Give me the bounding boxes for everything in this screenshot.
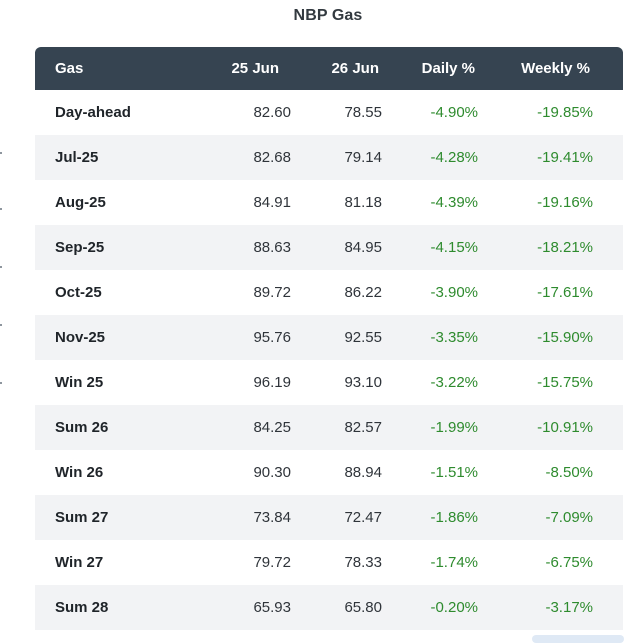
cell-26-jun: 84.95: [344, 239, 382, 256]
table-row: Win 26 90.30 88.94 -1.51% -8.50%: [35, 450, 623, 495]
cell-26-jun: 79.14: [344, 149, 382, 166]
cell-26-jun: 92.55: [344, 329, 382, 346]
cell-25-jun: 90.30: [253, 464, 291, 481]
cell-gas-name: Day-ahead: [55, 104, 131, 121]
table-row: Sum 28 65.93 65.80 -0.20% -3.17%: [35, 585, 623, 630]
cell-daily-pct: -4.39%: [430, 194, 478, 211]
cell-daily-pct: -1.74%: [430, 554, 478, 571]
cell-gas-name: Nov-25: [55, 329, 106, 346]
cell-25-jun: 89.72: [253, 284, 291, 301]
cell-25-jun: 96.19: [253, 374, 291, 391]
cell-gas-name: Oct-25: [55, 284, 102, 301]
column-header-weekly-pct[interactable]: Weekly %: [521, 60, 590, 77]
table-row: Win 25 96.19 93.10 -3.22% -15.75%: [35, 360, 623, 405]
cell-25-jun: 84.91: [253, 194, 291, 211]
cell-25-jun: 88.63: [253, 239, 291, 256]
edge-mark: [0, 208, 2, 210]
cell-weekly-pct: -8.50%: [545, 464, 593, 481]
cell-gas-name: Jul-25: [55, 149, 99, 166]
left-edge-marks: [0, 0, 4, 639]
cell-gas-name: Win 27: [55, 554, 104, 571]
table-row: Oct-25 89.72 86.22 -3.90% -17.61%: [35, 270, 623, 315]
cell-gas-name: Sep-25: [55, 239, 105, 256]
cell-26-jun: 78.55: [344, 104, 382, 121]
cell-gas-name: Win 26: [55, 464, 104, 481]
cell-25-jun: 82.60: [253, 104, 291, 121]
cell-26-jun: 82.57: [344, 419, 382, 436]
cell-gas-name: Aug-25: [55, 194, 106, 211]
cell-weekly-pct: -10.91%: [537, 419, 593, 436]
cell-26-jun: 65.80: [344, 599, 382, 616]
cell-weekly-pct: -15.90%: [537, 329, 593, 346]
cell-weekly-pct: -18.21%: [537, 239, 593, 256]
cell-26-jun: 88.94: [344, 464, 382, 481]
cell-25-jun: 84.25: [253, 419, 291, 436]
cell-weekly-pct: -3.17%: [545, 599, 593, 616]
cell-25-jun: 79.72: [253, 554, 291, 571]
cell-daily-pct: -1.86%: [430, 509, 478, 526]
table-row: Sum 26 84.25 82.57 -1.99% -10.91%: [35, 405, 623, 450]
cell-daily-pct: -3.22%: [430, 374, 478, 391]
cell-daily-pct: -1.51%: [430, 464, 478, 481]
cell-26-jun: 93.10: [344, 374, 382, 391]
cell-weekly-pct: -19.16%: [537, 194, 593, 211]
cell-26-jun: 86.22: [344, 284, 382, 301]
cell-weekly-pct: -15.75%: [537, 374, 593, 391]
cell-gas-name: Win 25: [55, 374, 104, 391]
cell-26-jun: 72.47: [344, 509, 382, 526]
cell-daily-pct: -1.99%: [430, 419, 478, 436]
cell-daily-pct: -4.15%: [430, 239, 478, 256]
table-row: Sum 27 73.84 72.47 -1.86% -7.09%: [35, 495, 623, 540]
table-row: Day-ahead 82.60 78.55 -4.90% -19.85%: [35, 90, 623, 135]
cell-25-jun: 65.93: [253, 599, 291, 616]
column-header-25-jun[interactable]: 25 Jun: [231, 60, 279, 77]
cell-gas-name: Sum 28: [55, 599, 109, 616]
cell-daily-pct: -0.20%: [430, 599, 478, 616]
edge-mark: [0, 152, 2, 154]
table-row: Win 27 79.72 78.33 -1.74% -6.75%: [35, 540, 623, 585]
cell-daily-pct: -3.90%: [430, 284, 478, 301]
column-header-gas[interactable]: Gas: [55, 60, 84, 77]
table-row: Nov-25 95.76 92.55 -3.35% -15.90%: [35, 315, 623, 360]
table-row: Aug-25 84.91 81.18 -4.39% -19.16%: [35, 180, 623, 225]
table-row: Sep-25 88.63 84.95 -4.15% -18.21%: [35, 225, 623, 270]
edge-mark: [0, 266, 2, 268]
cell-26-jun: 81.18: [344, 194, 382, 211]
cell-weekly-pct: -17.61%: [537, 284, 593, 301]
cell-gas-name: Sum 27: [55, 509, 109, 526]
table-header-row: Gas 25 Jun 26 Jun Daily % Weekly %: [35, 47, 623, 90]
column-header-daily-pct[interactable]: Daily %: [421, 60, 475, 77]
table-row: Jul-25 82.68 79.14 -4.28% -19.41%: [35, 135, 623, 180]
scroll-indicator[interactable]: [532, 635, 624, 643]
cell-25-jun: 95.76: [253, 329, 291, 346]
cell-weekly-pct: -6.75%: [545, 554, 593, 571]
cell-weekly-pct: -19.41%: [537, 149, 593, 166]
page-title: NBP Gas: [293, 7, 363, 24]
cell-25-jun: 82.68: [253, 149, 291, 166]
cell-daily-pct: -3.35%: [430, 329, 478, 346]
cell-weekly-pct: -19.85%: [537, 104, 593, 121]
column-header-26-jun[interactable]: 26 Jun: [331, 60, 379, 77]
cell-gas-name: Sum 26: [55, 419, 109, 436]
cell-26-jun: 78.33: [344, 554, 382, 571]
cell-daily-pct: -4.28%: [430, 149, 478, 166]
prices-table: Gas 25 Jun 26 Jun Daily % Weekly % Day-a…: [35, 47, 623, 630]
cell-daily-pct: -4.90%: [430, 104, 478, 121]
edge-mark: [0, 382, 2, 384]
edge-mark: [0, 324, 2, 326]
table-body: Day-ahead 82.60 78.55 -4.90% -19.85% Jul-25 82…: [35, 90, 623, 630]
cell-weekly-pct: -7.09%: [545, 509, 593, 526]
cell-25-jun: 73.84: [253, 509, 291, 526]
